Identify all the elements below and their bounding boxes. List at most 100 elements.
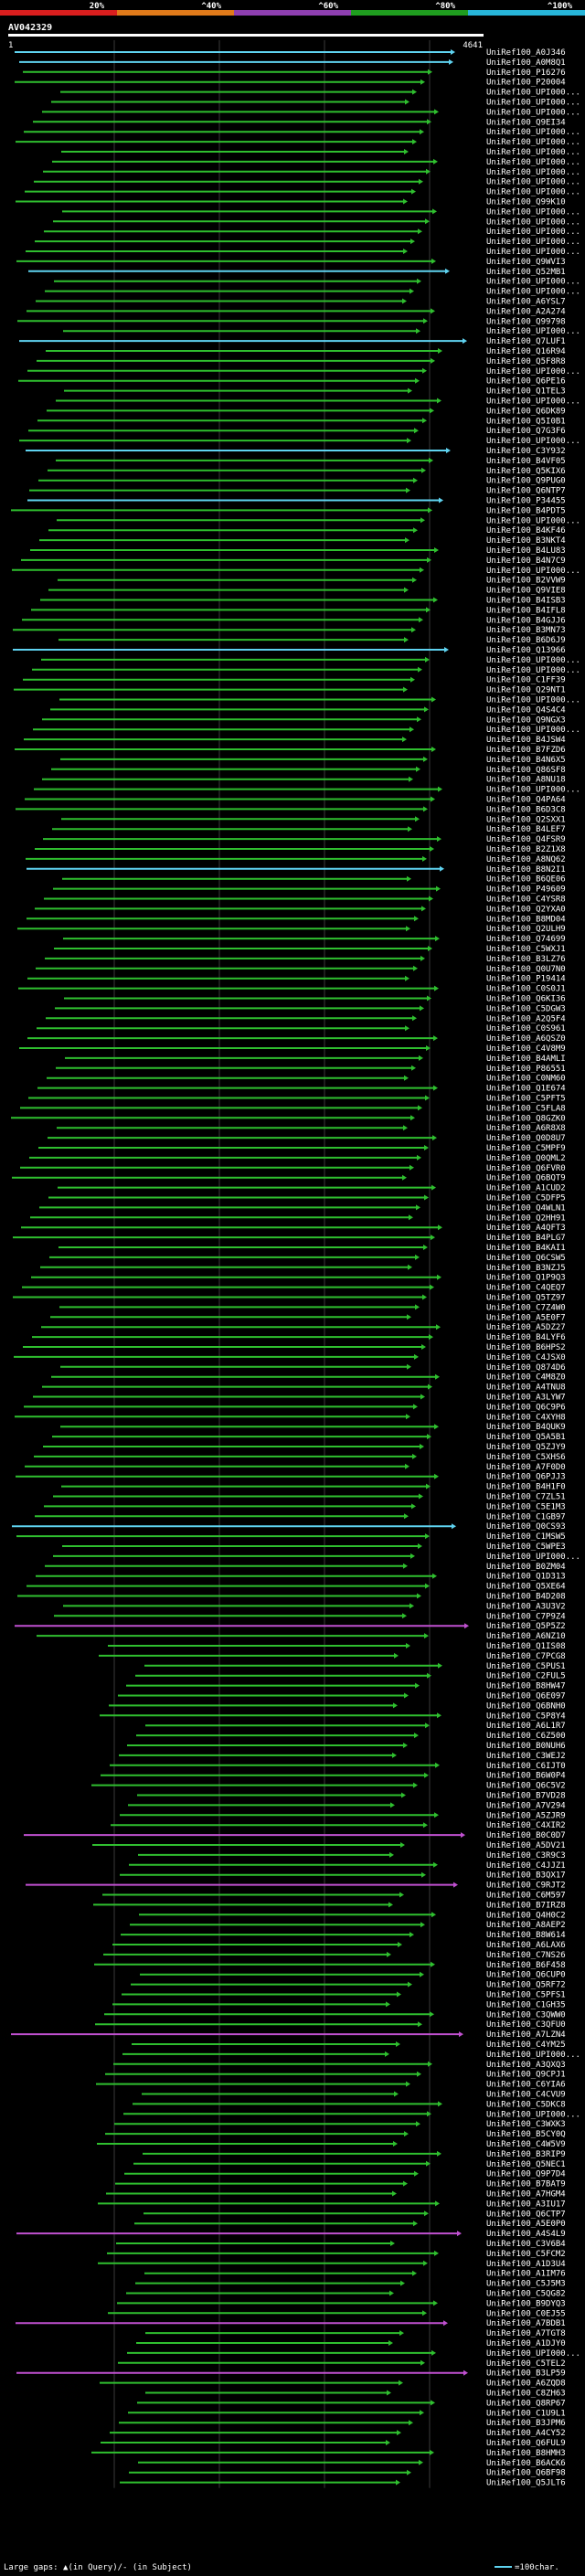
hit-label[interactable]: UniRef100_UPI000... [486, 99, 580, 108]
hit-label[interactable]: UniRef100_A7LZN4 [486, 2030, 566, 2040]
hit-label[interactable]: UniRef100_C6IJT0 [486, 1762, 566, 1771]
hit-row[interactable]: UniRef100_B6D6J9 [58, 636, 566, 645]
hit-row[interactable]: UniRef100_C4YSR8 [44, 896, 566, 905]
hit-row[interactable]: UniRef100_UPI000... [123, 2110, 580, 2119]
hit-label[interactable]: UniRef100_C7ZL51 [486, 1493, 566, 1502]
hit-label[interactable]: UniRef100_C5P8Y4 [486, 1712, 566, 1721]
hit-label[interactable]: UniRef100_B6ACK6 [486, 2459, 566, 2468]
hit-row[interactable]: UniRef100_B7BAT9 [115, 2180, 566, 2189]
hit-row[interactable]: UniRef100_Q0QML2 [29, 1154, 566, 1163]
hit-row[interactable]: UniRef100_Q4S4C4 [50, 705, 566, 715]
hit-label[interactable]: UniRef100_A6ZQD8 [486, 2380, 566, 2389]
hit-label[interactable]: UniRef100_Q4H0C2 [486, 1911, 566, 1920]
hit-label[interactable]: UniRef100_UPI000... [486, 567, 580, 576]
hit-row[interactable]: UniRef100_B3LZ76 [45, 955, 566, 964]
hit-label[interactable]: UniRef100_B7IRZ8 [486, 1901, 566, 1910]
hit-label[interactable]: UniRef100_Q6KI36 [486, 995, 566, 1004]
hit-label[interactable]: UniRef100_Q1D313 [486, 1573, 566, 1582]
hit-row[interactable]: UniRef100_Q9VIE8 [48, 587, 566, 596]
hit-label[interactable]: UniRef100_C4XIR2 [486, 1821, 566, 1830]
hit-row[interactable]: UniRef100_UPI000... [19, 437, 580, 446]
hit-row[interactable]: UniRef100_B8HW47 [126, 1682, 566, 1691]
hit-row[interactable]: UniRef100_Q5NEC1 [133, 2160, 566, 2169]
hit-label[interactable]: UniRef100_UPI000... [486, 158, 580, 167]
hit-row[interactable]: UniRef100_Q5P5Z2 [15, 1622, 566, 1631]
hit-label[interactable]: UniRef100_UPI000... [486, 437, 580, 446]
hit-label[interactable]: UniRef100_A3LYW7 [486, 1394, 566, 1403]
hit-label[interactable]: UniRef100_A8AEP2 [486, 1921, 566, 1930]
hit-label[interactable]: UniRef100_Q5KIX6 [486, 467, 566, 476]
hit-row[interactable]: UniRef100_UPI000... [12, 567, 580, 576]
hit-row[interactable]: UniRef100_B4KAI1 [58, 1244, 566, 1253]
hit-label[interactable]: UniRef100_C1U9L1 [486, 2409, 566, 2418]
hit-row[interactable]: UniRef100_C4V8M9 [19, 1044, 566, 1054]
hit-label[interactable]: UniRef100_Q9VIE8 [486, 587, 566, 596]
hit-row[interactable]: UniRef100_C7Z4W0 [59, 1303, 566, 1312]
hit-row[interactable]: UniRef100_C3WXK3 [114, 2120, 566, 2129]
hit-row[interactable]: UniRef100_P19414 [27, 975, 566, 984]
hit-row[interactable]: UniRef100_A4TNU8 [42, 1383, 566, 1393]
hit-label[interactable]: UniRef100_Q5P5Z2 [486, 1622, 566, 1631]
hit-label[interactable]: UniRef100_B7BAT9 [486, 2180, 566, 2189]
hit-label[interactable]: UniRef100_C4M8Z0 [486, 1373, 566, 1383]
hit-label[interactable]: UniRef100_C0S0J1 [486, 985, 566, 994]
hit-label[interactable]: UniRef100_UPI000... [486, 217, 580, 227]
hit-row[interactable]: UniRef100_Q1E674 [37, 1085, 566, 1094]
hit-label[interactable]: UniRef100_Q6CSW5 [486, 1254, 566, 1263]
hit-row[interactable]: UniRef100_P34455 [27, 497, 566, 506]
hit-row[interactable]: UniRef100_Q0D8U7 [48, 1134, 566, 1143]
hit-row[interactable]: UniRef100_Q5KIX6 [48, 467, 566, 476]
hit-label[interactable]: UniRef100_C5TEL2 [486, 2359, 566, 2369]
hit-row[interactable]: UniRef100_UPI000... [16, 138, 580, 147]
hit-label[interactable]: UniRef100_Q6BNH0 [486, 1701, 566, 1711]
hit-row[interactable]: UniRef100_B4AMLI [65, 1055, 566, 1064]
hit-label[interactable]: UniRef100_A6R8X8 [486, 1124, 566, 1133]
hit-label[interactable]: UniRef100_Q5I0B1 [486, 417, 566, 426]
hit-row[interactable]: UniRef100_A3IU17 [98, 2200, 566, 2209]
hit-row[interactable]: UniRef100_C6M597 [102, 1892, 566, 1901]
hit-label[interactable]: UniRef100_A8NQ62 [486, 855, 566, 864]
hit-row[interactable]: UniRef100_Q5A5B1 [52, 1433, 566, 1442]
hit-row[interactable]: UniRef100_Q9PUG0 [38, 477, 566, 486]
hit-row[interactable]: UniRef100_C3R9C3 [138, 1851, 566, 1860]
hit-label[interactable]: UniRef100_C4XYH8 [486, 1413, 566, 1422]
hit-label[interactable]: UniRef100_B8HMH3 [486, 2449, 566, 2458]
hit-row[interactable]: UniRef100_B4IFL8 [31, 606, 566, 615]
hit-label[interactable]: UniRef100_Q9EI34 [486, 118, 566, 127]
hit-label[interactable]: UniRef100_A7V294 [486, 1801, 566, 1810]
hit-label[interactable]: UniRef100_B4LU83 [486, 546, 566, 556]
hit-row[interactable]: UniRef100_B4ISB3 [40, 597, 566, 606]
hit-label[interactable]: UniRef100_C9RJT2 [486, 1882, 566, 1891]
hit-label[interactable]: UniRef100_A3U3V2 [486, 1602, 566, 1611]
hit-row[interactable]: UniRef100_UPI000... [35, 238, 580, 247]
hit-label[interactable]: UniRef100_C0NM60 [486, 1075, 566, 1084]
hit-label[interactable]: UniRef100_B0NUH6 [486, 1742, 566, 1751]
hit-row[interactable]: UniRef100_UPI000... [32, 666, 580, 675]
hit-row[interactable]: UniRef100_B7VD28 [137, 1792, 566, 1801]
hit-label[interactable]: UniRef100_B4IFL8 [486, 606, 566, 615]
hit-label[interactable]: UniRef100_Q5XE64 [486, 1583, 566, 1592]
hit-row[interactable]: UniRef100_B6D3C8 [16, 805, 566, 814]
hit-label[interactable]: UniRef100_A3IU17 [486, 2200, 566, 2209]
hit-row[interactable]: UniRef100_Q6CSW5 [49, 1254, 566, 1263]
hit-row[interactable]: UniRef100_A8NU18 [42, 776, 566, 785]
hit-row[interactable]: UniRef100_B2Z1X8 [35, 845, 566, 854]
hit-row[interactable]: UniRef100_UPI000... [42, 108, 580, 117]
hit-row[interactable]: UniRef100_UPI000... [43, 168, 580, 177]
hit-row[interactable]: UniRef100_B0ZM04 [45, 1563, 566, 1572]
hit-row[interactable]: UniRef100_Q6NTP7 [29, 487, 566, 496]
hit-label[interactable]: UniRef100_B6HPS2 [486, 1343, 566, 1352]
hit-row[interactable]: UniRef100_Q6C9P6 [24, 1403, 566, 1412]
hit-row[interactable]: UniRef100_UPI000... [27, 367, 580, 376]
hit-label[interactable]: UniRef100_C3WEJ2 [486, 1752, 566, 1761]
hit-row[interactable]: UniRef100_B4QUK9 [60, 1423, 566, 1432]
hit-row[interactable]: UniRef100_C5WXJ1 [54, 945, 566, 954]
hit-label[interactable]: UniRef100_Q1E674 [486, 1085, 566, 1094]
hit-row[interactable]: UniRef100_B4LEF7 [52, 825, 566, 834]
hit-label[interactable]: UniRef100_C1MSW5 [486, 1532, 566, 1542]
hit-row[interactable]: UniRef100_Q6CUP0 [140, 1971, 566, 1980]
hit-row[interactable]: UniRef100_Q8GZK0 [11, 1114, 566, 1123]
hit-label[interactable]: UniRef100_UPI000... [486, 656, 580, 665]
hit-row[interactable]: UniRef100_C3V6B4 [116, 2240, 566, 2249]
hit-row[interactable]: UniRef100_C5FLA8 [20, 1104, 566, 1113]
